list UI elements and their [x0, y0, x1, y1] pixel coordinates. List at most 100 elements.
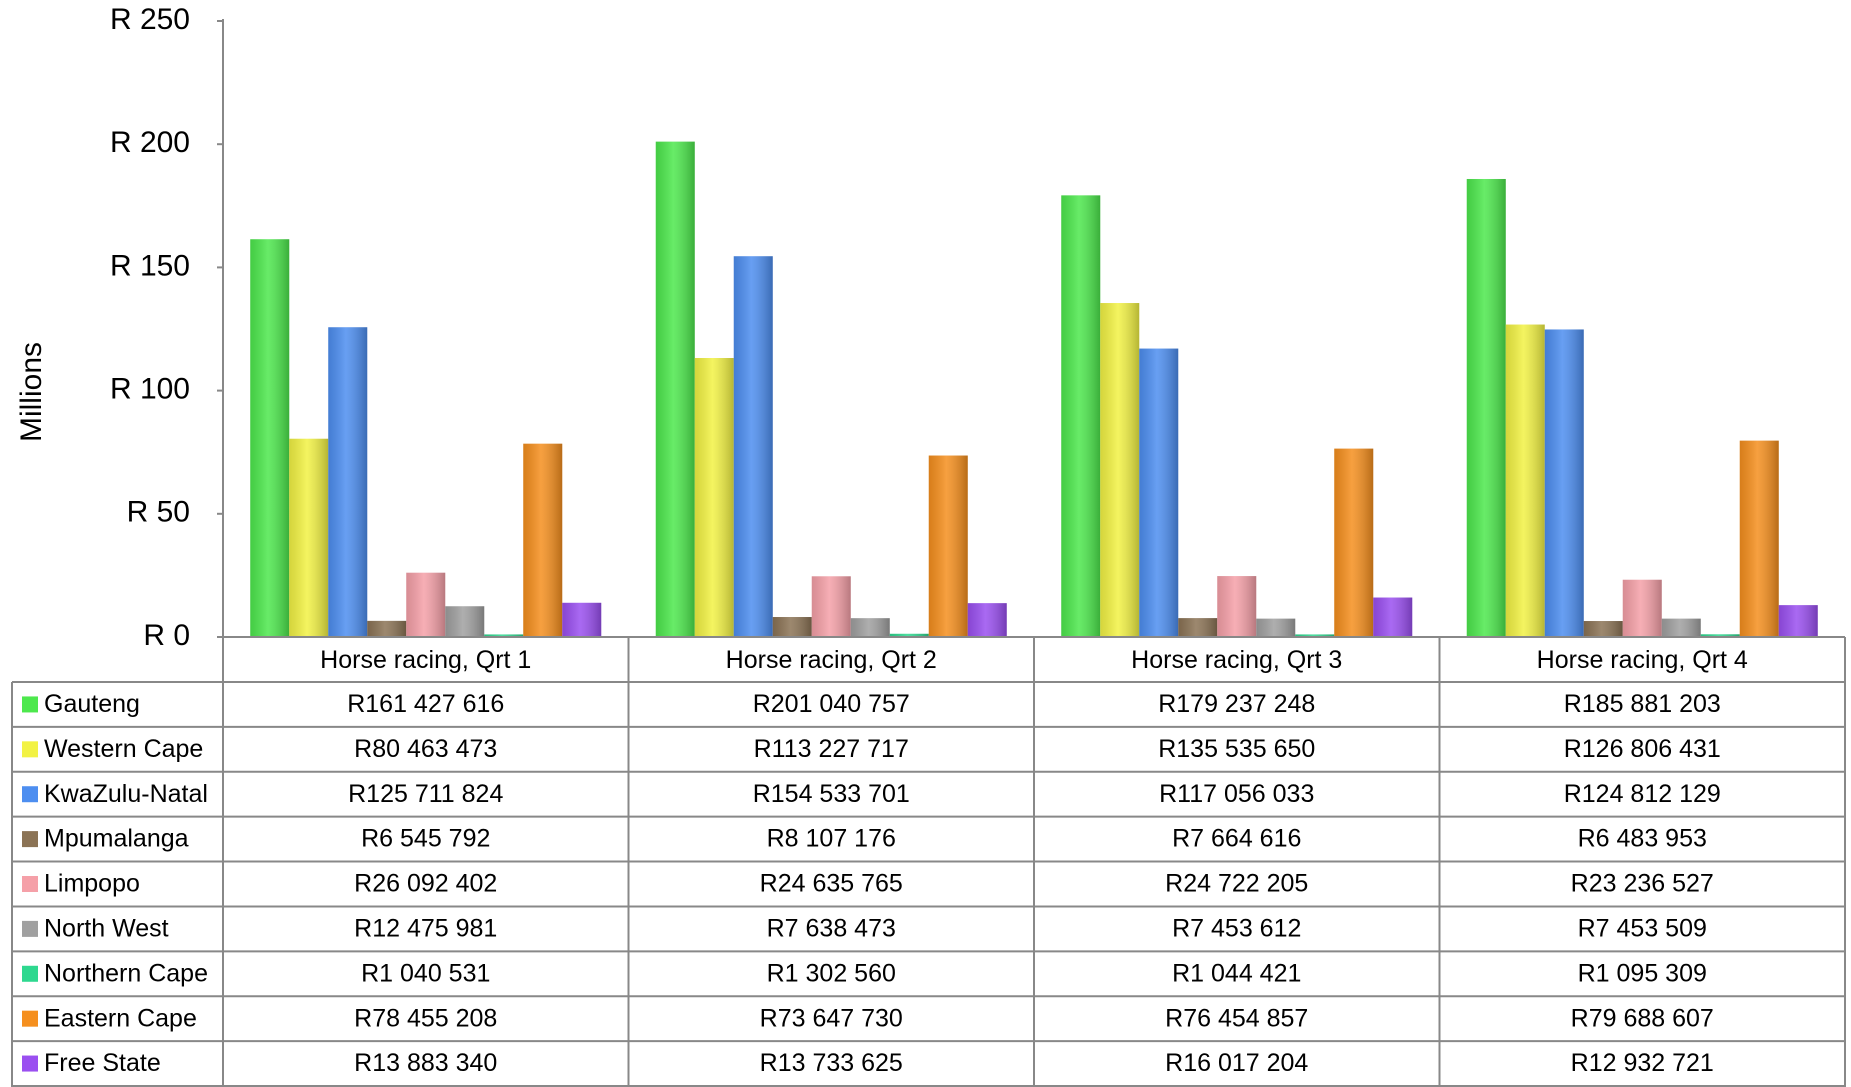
bar-shade [928, 455, 968, 637]
data-label: R1 044 421 [1172, 959, 1301, 987]
data-label: R7 453 509 [1578, 914, 1707, 942]
data-label: R79 688 607 [1571, 1004, 1714, 1032]
data-label: R8 107 176 [767, 825, 896, 853]
bar-shade [1256, 618, 1296, 637]
legend-swatch [22, 1010, 38, 1027]
bar-shade [1334, 448, 1374, 637]
data-label: R24 722 205 [1165, 870, 1308, 898]
y-tick-label: R 250 [110, 3, 190, 36]
data-label: R73 647 730 [760, 1004, 903, 1032]
data-label: R16 017 204 [1165, 1049, 1308, 1077]
data-label: R1 302 560 [767, 959, 896, 987]
data-label: R12 475 981 [354, 914, 497, 942]
bar-shade [1295, 634, 1335, 637]
y-tick-label: R 200 [110, 126, 190, 159]
data-label: R154 533 701 [753, 780, 910, 808]
bar-shade [1217, 576, 1257, 637]
legend-swatch [22, 876, 38, 892]
y-tick-label: R 150 [110, 249, 190, 282]
bar-shade [523, 443, 563, 637]
data-label: R6 545 792 [361, 825, 490, 853]
bar-shade [289, 438, 329, 637]
data-label: R23 236 527 [1571, 870, 1714, 898]
legend-swatch [22, 696, 38, 713]
bar-shade [1622, 579, 1662, 637]
legend-swatch [22, 831, 38, 848]
bar-shade [1178, 618, 1218, 637]
y-tick-label: R 50 [127, 496, 190, 529]
legend-swatch [22, 786, 38, 803]
legend-label: Western Cape [44, 735, 203, 763]
bar-shade [484, 634, 524, 637]
bar-shade [1139, 348, 1179, 637]
bar-shade [1583, 621, 1623, 637]
legend-swatch [22, 920, 38, 937]
bar-shade [1778, 605, 1818, 637]
data-label: R113 227 717 [754, 735, 909, 763]
data-label: R6 483 953 [1578, 825, 1707, 853]
bar-shade [367, 620, 407, 637]
data-label: R13 733 625 [760, 1049, 903, 1077]
data-label: R24 635 765 [760, 870, 903, 898]
bar-shade [772, 617, 812, 637]
bar-shade [811, 576, 851, 637]
data-label: R7 638 473 [767, 914, 896, 942]
legend-label: North West [44, 914, 169, 942]
bar-shade [1505, 324, 1545, 637]
y-tick-label: R 0 [143, 619, 190, 652]
x-tick-label: Horse racing, Qrt 4 [1537, 646, 1748, 674]
y-axis-label: Millions [15, 342, 48, 442]
bar-shade [1061, 195, 1101, 637]
legend-label: Free State [44, 1049, 161, 1077]
legend-label: Eastern Cape [44, 1004, 197, 1032]
data-label: R125 711 824 [348, 780, 503, 808]
x-tick-label: Horse racing, Qrt 1 [320, 646, 531, 674]
legend-label: Gauteng [44, 690, 140, 718]
bar-shade [694, 358, 734, 637]
bar-shade [1739, 440, 1779, 637]
bar-shade [889, 633, 929, 637]
x-tick-label: Horse racing, Qrt 2 [726, 646, 937, 674]
legend-label: Mpumalanga [44, 825, 189, 853]
data-label: R161 427 616 [347, 690, 504, 718]
data-label: R1 040 531 [361, 959, 490, 987]
data-label: R80 463 473 [354, 735, 497, 763]
legend-swatch [22, 1055, 38, 1072]
legend-label: KwaZulu-Natal [44, 780, 208, 808]
data-label: R126 806 431 [1564, 735, 1721, 763]
bar-shade [328, 327, 368, 637]
bar-shade [1700, 634, 1740, 637]
data-label: R179 237 248 [1158, 690, 1315, 718]
bar-shade [406, 572, 446, 637]
bar-shade [250, 239, 290, 637]
data-label: R117 056 033 [1159, 780, 1314, 808]
data-label: R7 664 616 [1172, 825, 1301, 853]
data-label: R13 883 340 [354, 1049, 497, 1077]
bar-shade [1373, 597, 1413, 637]
legend-swatch [22, 741, 38, 758]
y-tick-label: R 100 [110, 373, 190, 406]
data-label: R12 932 721 [1571, 1049, 1714, 1077]
legend-swatch [22, 965, 38, 982]
data-label: R201 040 757 [753, 690, 910, 718]
data-label: R124 812 129 [1564, 780, 1721, 808]
bar-shade [1100, 303, 1140, 637]
data-label: R135 535 650 [1158, 735, 1315, 763]
data-label: R26 092 402 [354, 870, 497, 898]
bar-shade [1544, 329, 1584, 637]
bar-shade [1466, 178, 1506, 637]
data-label: R185 881 203 [1564, 690, 1721, 718]
bar-shade [850, 618, 890, 637]
data-label: R78 455 208 [354, 1004, 497, 1032]
bar-shade [967, 603, 1007, 637]
bar-shade [445, 606, 485, 637]
legend-label: Northern Cape [44, 959, 208, 987]
legend-label: Limpopo [44, 870, 140, 898]
data-label: R1 095 309 [1578, 959, 1707, 987]
data-label: R76 454 857 [1165, 1004, 1308, 1032]
x-tick-label: Horse racing, Qrt 3 [1131, 646, 1342, 674]
data-label: R7 453 612 [1172, 914, 1301, 942]
bar-shade [562, 602, 602, 637]
bar-shade [1661, 618, 1701, 637]
